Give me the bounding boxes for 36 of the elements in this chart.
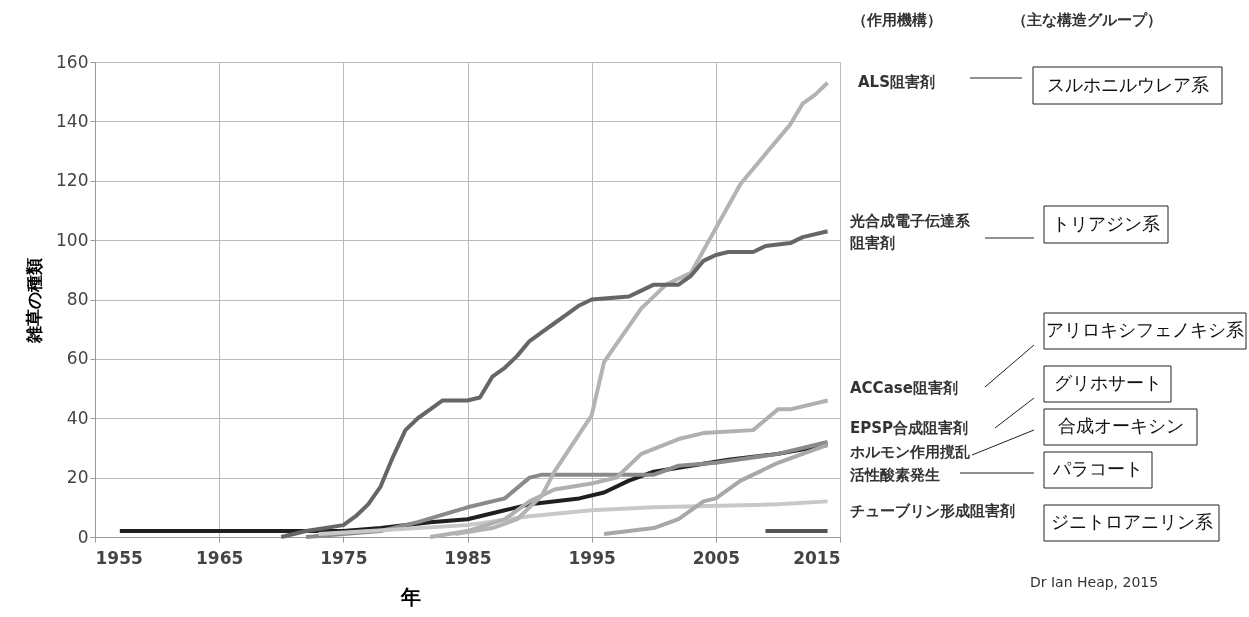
y-tick-label: 20	[66, 467, 89, 488]
text: ACCase阻害剤	[850, 379, 958, 397]
x-tick-label: 1965	[196, 547, 244, 568]
y-axis-title: 雑草の種類	[24, 257, 45, 344]
text: 光合成電子伝達系	[849, 212, 971, 230]
text: 活性酸素発生	[849, 466, 940, 484]
text: チューブリン形成阻害剤	[850, 502, 1015, 520]
y-tick-label: 40	[66, 407, 89, 428]
text: Dr Ian Heap, 2015	[1030, 574, 1159, 590]
text: （主な構造グループ）	[1012, 11, 1162, 29]
text: グリホサート	[1053, 372, 1162, 393]
text: 阻害剤	[850, 234, 895, 252]
text: （作用機構）	[852, 11, 942, 29]
y-tick-label: 80	[66, 289, 89, 309]
text: スルホニルウレア系	[1046, 73, 1209, 95]
text: ホルモン作用撹乱	[849, 443, 970, 461]
x-tick-label: 1975	[320, 547, 368, 568]
y-tick-label: 60	[66, 348, 89, 369]
x-tick-label: 2015	[793, 547, 841, 568]
text: 合成オーキシン	[1057, 415, 1184, 436]
x-tick-label: 1985	[444, 547, 492, 568]
text: ジニトロアニリン系	[1050, 511, 1213, 532]
y-tick-label: 140	[56, 110, 89, 131]
text: パラコート	[1052, 458, 1143, 479]
x-tick-label: 1995	[568, 547, 616, 568]
y-tick-label: 0	[77, 526, 89, 547]
y-tick-label: 120	[56, 170, 89, 191]
x-tick-label: 2005	[692, 547, 740, 568]
text: EPSP合成阻害剤	[850, 419, 969, 437]
text: アリロキシフェノキシ系	[1046, 319, 1244, 340]
text: ALS阻害剤	[858, 73, 935, 91]
y-tick-label: 100	[56, 229, 89, 250]
text: トリアジン系	[1052, 212, 1160, 234]
x-axis-title: 年	[399, 584, 421, 609]
y-tick-label: 160	[56, 51, 89, 72]
x-tick-label: 1955	[95, 547, 143, 568]
